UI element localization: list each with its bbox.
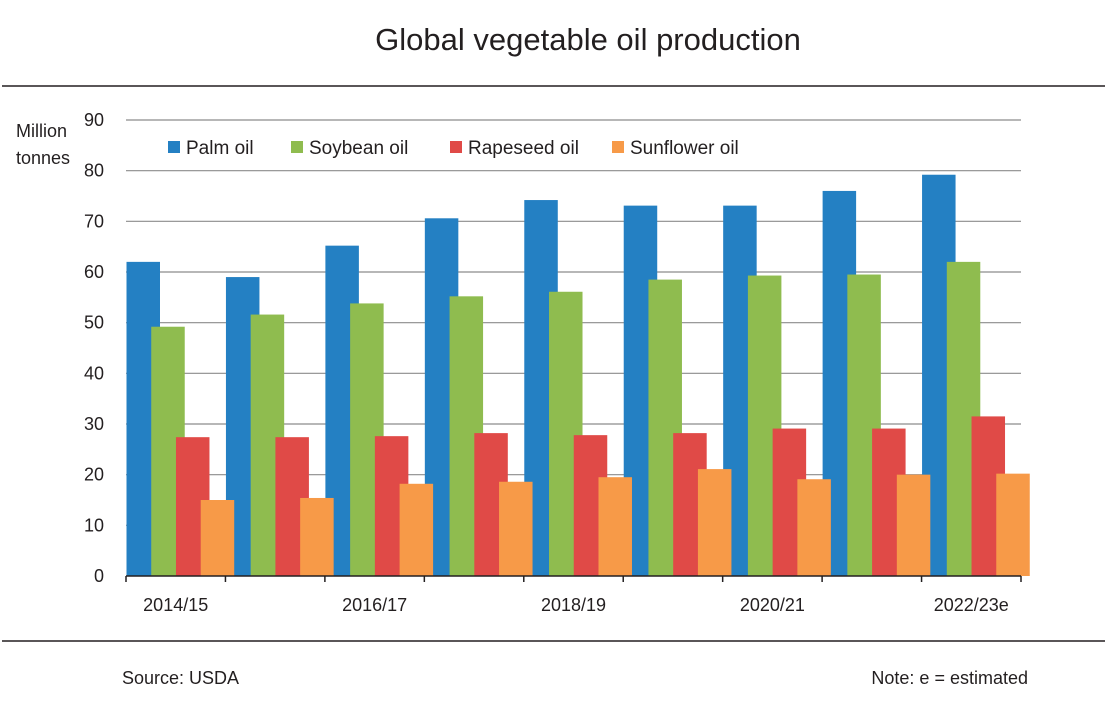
bar-sunflower-oil: [499, 481, 533, 576]
bar-sunflower-oil: [399, 483, 434, 576]
bar-sunflower-oil: [896, 474, 931, 576]
bar-sunflower-oil: [200, 500, 235, 576]
y-axis-label-line2: tonnes: [16, 148, 70, 168]
x-tick-label: 2016/17: [342, 595, 407, 615]
y-axis-label-line1: Million: [16, 121, 67, 141]
y-tick-label: 20: [84, 465, 104, 485]
bar-sunflower-oil: [300, 497, 334, 576]
legend-swatch-sunflower-oil: [612, 141, 624, 153]
y-axis-ticks: 0 10 20 30 40 50 60 70 80 90: [84, 110, 104, 586]
y-tick-label: 70: [84, 211, 104, 231]
x-axis-labels: 2014/15 2016/17 2018/19 2020/21 2022/23e: [143, 595, 1009, 615]
y-tick-label: 60: [84, 262, 104, 282]
y-tick-label: 90: [84, 110, 104, 130]
x-tick-label: 2020/21: [740, 595, 805, 615]
source-note: Source: USDA: [122, 668, 239, 688]
legend-swatch-soybean-oil: [291, 141, 303, 153]
x-tick-label: 2022/23e: [934, 595, 1009, 615]
y-tick-label: 40: [84, 363, 104, 383]
chart-title: Global vegetable oil production: [375, 22, 801, 57]
bar-sunflower-oil: [996, 473, 1030, 576]
legend-label-sunflower-oil: Sunflower oil: [630, 138, 739, 159]
bar-sunflower-oil: [697, 469, 732, 576]
y-tick-label: 80: [84, 161, 104, 181]
x-axis: [125, 575, 1022, 582]
y-tick-label: 0: [94, 566, 104, 586]
x-tick-label: 2018/19: [541, 595, 606, 615]
legend-swatch-rapeseed-oil: [450, 141, 462, 153]
legend-label-soybean-oil: Soybean oil: [309, 138, 408, 159]
y-tick-label: 10: [84, 515, 104, 535]
bars: [126, 174, 1030, 577]
bar-sunflower-oil: [797, 479, 831, 576]
legend-swatch-palm-oil: [168, 141, 180, 153]
y-tick-label: 30: [84, 414, 104, 434]
y-tick-label: 50: [84, 313, 104, 333]
bar-sunflower-oil: [598, 477, 632, 576]
legend-label-rapeseed-oil: Rapeseed oil: [468, 138, 579, 159]
legend-label-palm-oil: Palm oil: [186, 138, 254, 159]
legend: Palm oil Soybean oil Rapeseed oil Sunflower…: [168, 138, 739, 159]
estimate-note: Note: e = estimated: [871, 668, 1028, 688]
x-tick-label: 2014/15: [143, 595, 208, 615]
